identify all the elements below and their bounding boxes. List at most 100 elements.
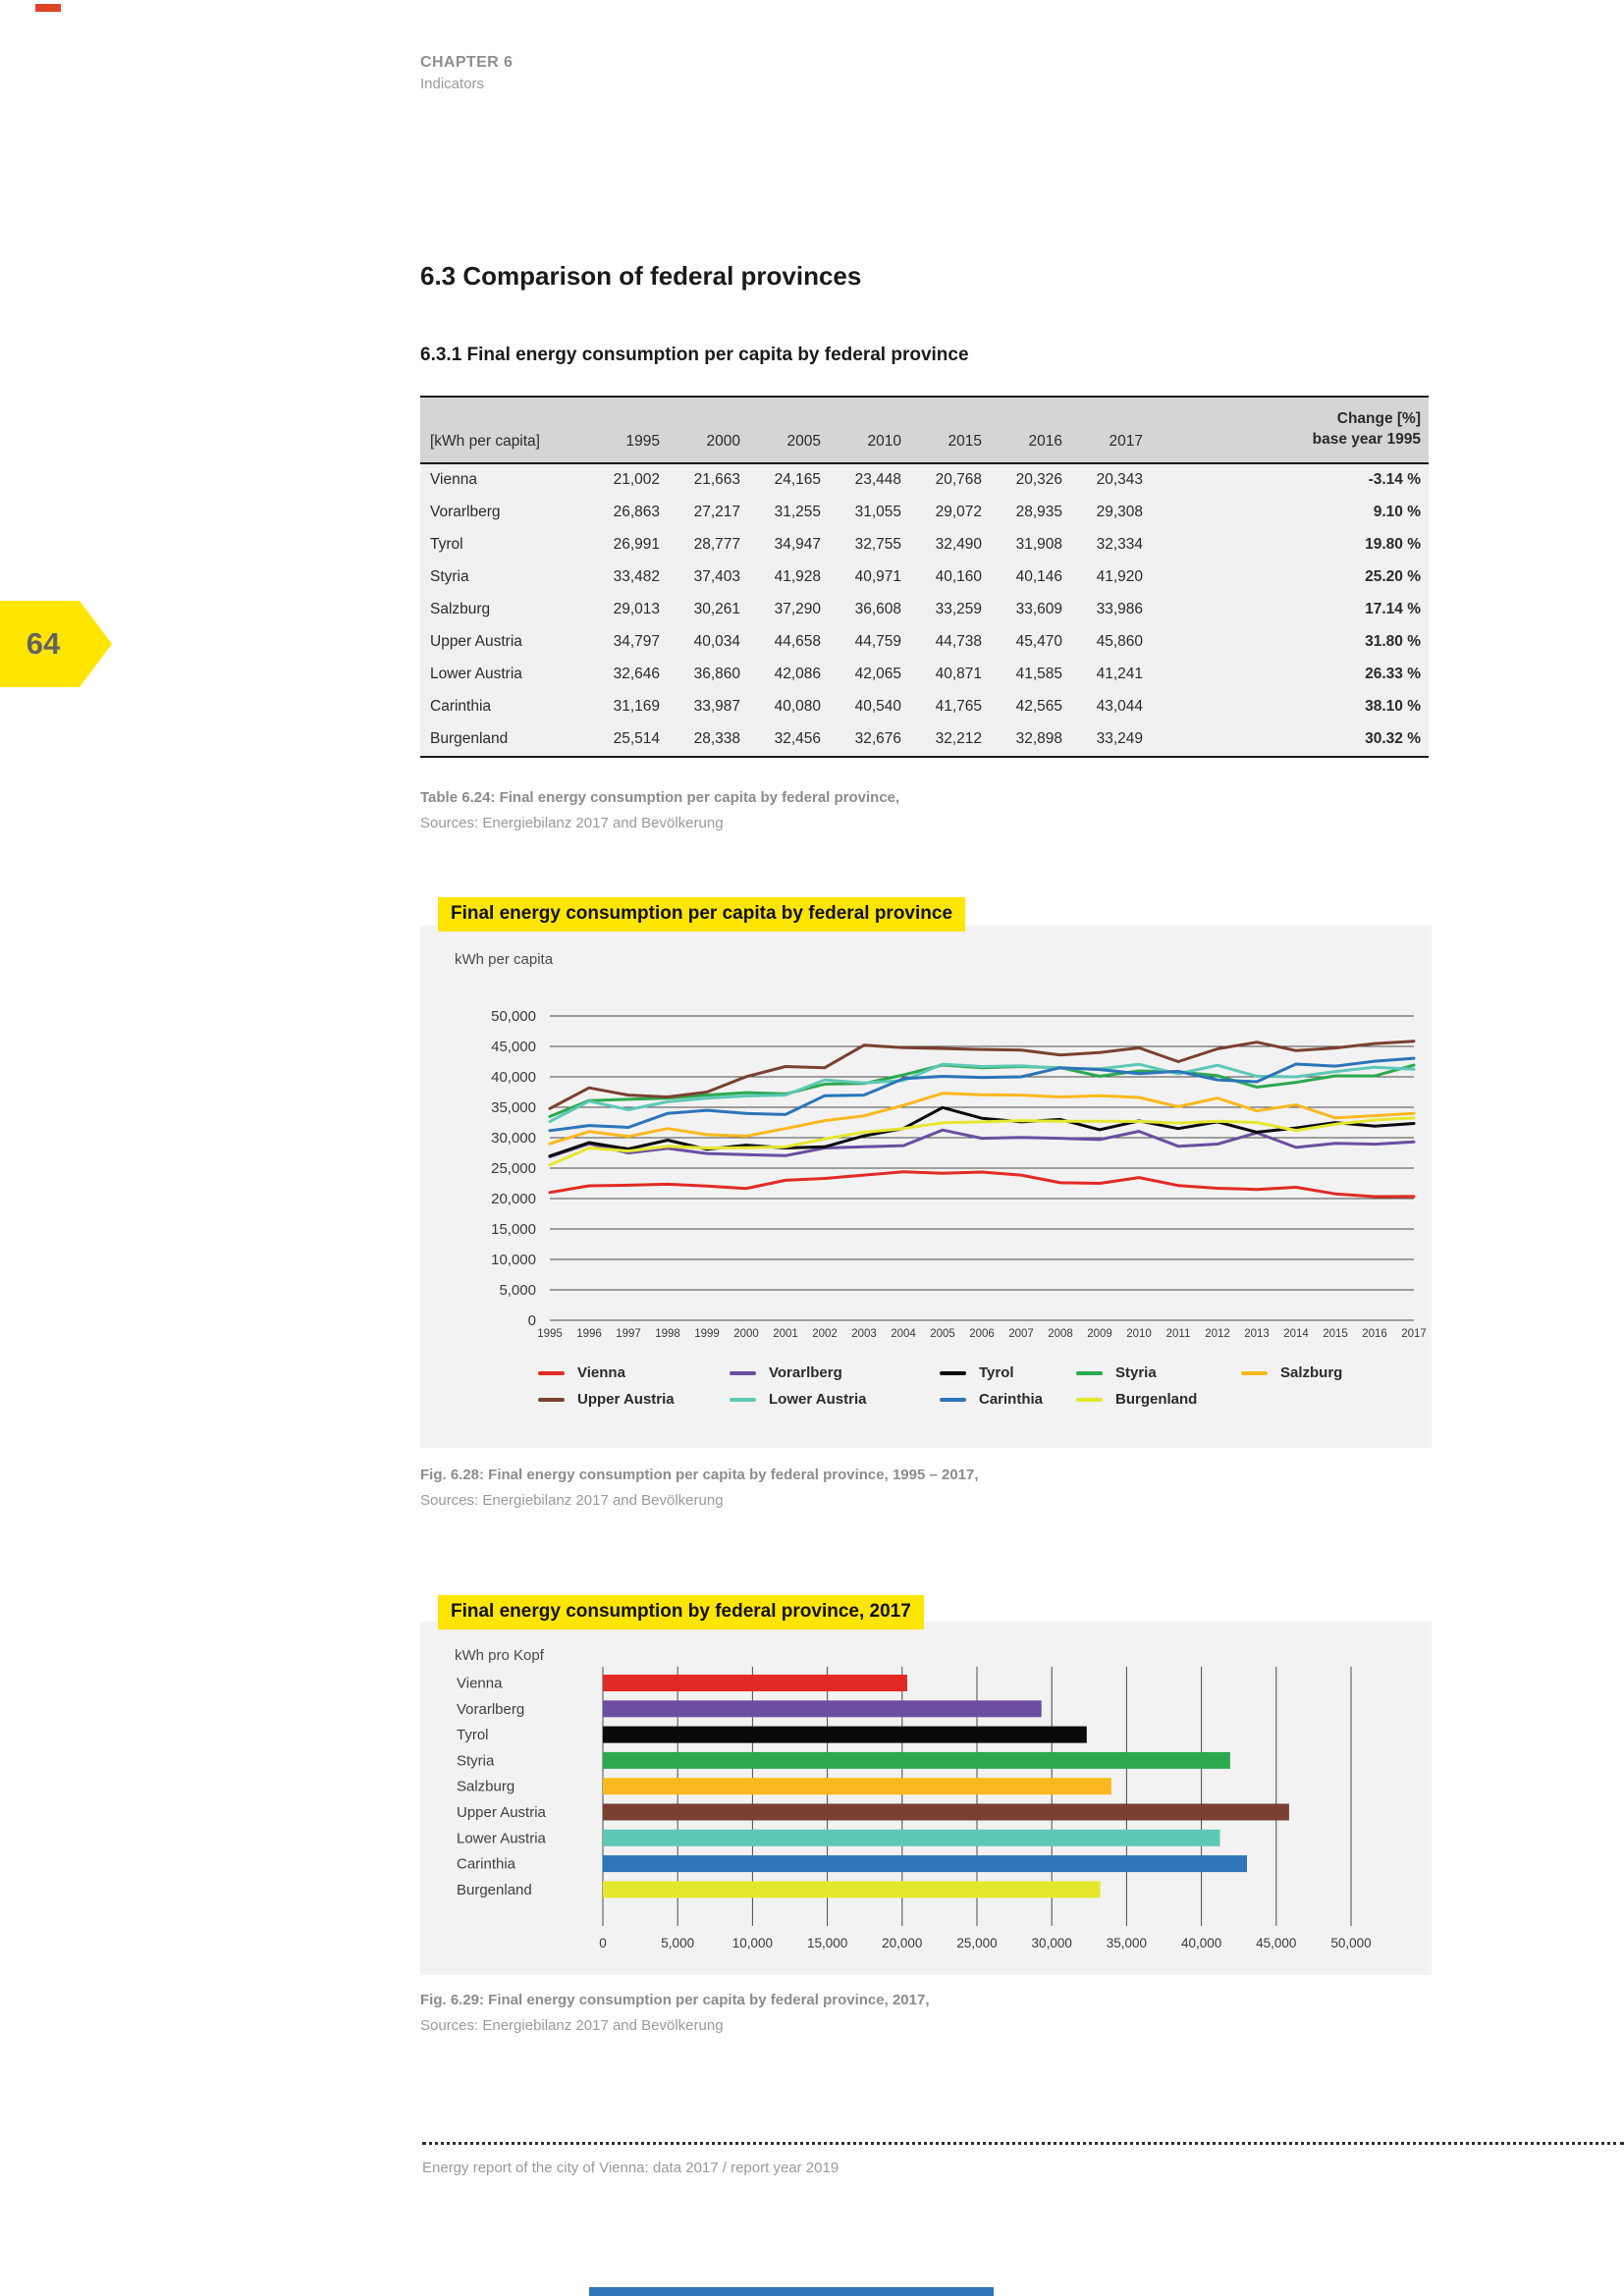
chapter-subtitle: Indicators [420, 76, 485, 92]
fig-629-caption-title: Fig. 6.29: Final energy consumption per … [420, 1992, 930, 2008]
province-name: Vorarlberg [430, 504, 501, 521]
legend-swatch-upper-austria [538, 1397, 565, 1402]
table-year-header: 2015 [947, 432, 982, 450]
bar-label-tyrol: Tyrol [457, 1727, 489, 1743]
change-cell: 38.10 % [1365, 698, 1421, 716]
legend-item-vienna: Vienna [538, 1364, 730, 1381]
value-cell: 33,482 [613, 568, 660, 586]
value-cell: 40,160 [935, 568, 982, 586]
table-row-salzburg: Salzburg 29,013 30,261 37,290 36,608 33,259 33… [420, 594, 1429, 626]
fig-629-caption: Fig. 6.29: Final energy consumption per … [420, 1988, 930, 2039]
value-cell: 40,971 [854, 568, 901, 586]
value-cell: 41,765 [935, 698, 982, 716]
value-cell: 45,860 [1096, 633, 1143, 651]
table-row-vorarlberg: Vorarlberg 26,863 27,217 31,255 31,055 29,072… [420, 497, 1429, 529]
legend-swatch-lower-austria [730, 1397, 756, 1402]
line-chart-panel: kWh per capita 0 5,000 10,000 15,000 20,000 2… [420, 926, 1432, 1448]
legend-label: Styria [1115, 1364, 1157, 1381]
svg-text:2014: 2014 [1283, 1328, 1309, 1340]
value-cell: 37,403 [693, 568, 740, 586]
legend-swatch-burgenland [1076, 1397, 1103, 1402]
value-cell: 27,217 [693, 504, 740, 521]
energy-consumption-table: [kWh per capita] 1995 2000 2005 2010 2015 201… [420, 396, 1429, 758]
table-caption-title: Table 6.24: Final energy consumption per… [420, 789, 900, 806]
value-cell: 31,908 [1015, 536, 1062, 554]
change-cell: 30.32 % [1365, 730, 1421, 748]
value-cell: 33,249 [1096, 730, 1143, 748]
legend-swatch-salzburg [1241, 1370, 1268, 1375]
svg-text:1999: 1999 [694, 1328, 720, 1340]
line-series-upper-austria [548, 1040, 1416, 1110]
bar-salzburg [603, 1778, 1111, 1795]
value-cell: 41,920 [1096, 568, 1143, 586]
bar-chart-unit-label: kWh pro Kopf [455, 1647, 544, 1664]
change-cell: 17.14 % [1365, 601, 1421, 618]
value-cell: 31,255 [774, 504, 821, 521]
value-cell: 32,676 [854, 730, 901, 748]
svg-text:45,000: 45,000 [1256, 1936, 1296, 1950]
svg-text:1995: 1995 [537, 1328, 563, 1340]
value-cell: 28,338 [693, 730, 740, 748]
svg-text:15,000: 15,000 [491, 1221, 536, 1238]
value-cell: 33,986 [1096, 601, 1143, 618]
line-chart-unit-label: kWh per capita [455, 951, 554, 968]
value-cell: 32,755 [854, 536, 901, 554]
value-cell: 42,086 [774, 666, 821, 683]
bar-label-carinthia: Carinthia [457, 1856, 516, 1873]
line-series-burgenland [548, 1116, 1416, 1167]
svg-text:2009: 2009 [1087, 1328, 1112, 1340]
svg-text:30,000: 30,000 [1032, 1936, 1072, 1950]
svg-text:40,000: 40,000 [1181, 1936, 1221, 1950]
svg-text:1997: 1997 [616, 1328, 641, 1340]
bar-chart: 0 5,000 10,000 15,000 20,000 25,000 30,000 35,0… [457, 1667, 1372, 1950]
value-cell: 40,146 [1015, 568, 1062, 586]
svg-text:30,000: 30,000 [491, 1130, 536, 1147]
value-cell: 32,456 [774, 730, 821, 748]
subsection-title: 6.3.1 Final energy consumption per capit… [420, 345, 969, 365]
bar-lower-austria [603, 1829, 1220, 1846]
value-cell: 44,658 [774, 633, 821, 651]
svg-text:2004: 2004 [891, 1328, 916, 1340]
province-name: Tyrol [430, 536, 463, 554]
page-number: 64 [26, 626, 61, 661]
province-name: Carinthia [430, 698, 492, 716]
legend-item-styria: Styria [1076, 1364, 1241, 1381]
table-row-burgenland: Burgenland 25,514 28,338 32,456 32,676 32,212… [420, 723, 1429, 757]
value-cell: 31,169 [613, 698, 660, 716]
legend-label: Salzburg [1280, 1364, 1343, 1381]
svg-text:20,000: 20,000 [491, 1191, 536, 1207]
value-cell: 40,540 [854, 698, 901, 716]
legend-swatch-tyrol [940, 1370, 966, 1375]
fig-628-caption: Fig. 6.28: Final energy consumption per … [420, 1463, 979, 1514]
province-name: Styria [430, 568, 469, 586]
value-cell: 33,987 [693, 698, 740, 716]
legend-item-salzburg: Salzburg [1241, 1364, 1342, 1381]
svg-text:2008: 2008 [1048, 1328, 1073, 1340]
legend-item-vorarlberg: Vorarlberg [730, 1364, 940, 1381]
value-cell: 32,646 [613, 666, 660, 683]
value-cell: 20,343 [1096, 471, 1143, 489]
line-chart-y-labels: 0 5,000 10,000 15,000 20,000 25,000 30,000 35,0… [491, 1008, 536, 1329]
province-name: Burgenland [430, 730, 509, 748]
bar-burgenland [603, 1881, 1101, 1898]
value-cell: 41,241 [1096, 666, 1143, 683]
table-caption: Table 6.24: Final energy consumption per… [420, 785, 899, 836]
svg-text:2000: 2000 [733, 1328, 759, 1340]
svg-text:15,000: 15,000 [807, 1936, 847, 1950]
province-name: Lower Austria [430, 666, 522, 683]
line-chart: 0 5,000 10,000 15,000 20,000 25,000 30,000 35,0… [491, 1008, 1427, 1340]
legend-item-tyrol: Tyrol [940, 1364, 1076, 1381]
legend-swatch-styria [1076, 1370, 1103, 1375]
bar-vorarlberg [603, 1700, 1042, 1718]
legend-item-burgenland: Burgenland [1076, 1391, 1241, 1408]
line-series-vorarlberg [548, 1128, 1416, 1158]
change-cell: 26.33 % [1365, 666, 1421, 683]
svg-text:1996: 1996 [576, 1328, 602, 1340]
legend-label: Vorarlberg [769, 1364, 842, 1381]
change-cell: 9.10 % [1373, 504, 1421, 521]
svg-text:45,000: 45,000 [491, 1039, 536, 1055]
value-cell: 34,947 [774, 536, 821, 554]
legend-label: Upper Austria [577, 1391, 675, 1408]
legend-swatch-vorarlberg [730, 1370, 756, 1375]
svg-text:50,000: 50,000 [1330, 1936, 1371, 1950]
